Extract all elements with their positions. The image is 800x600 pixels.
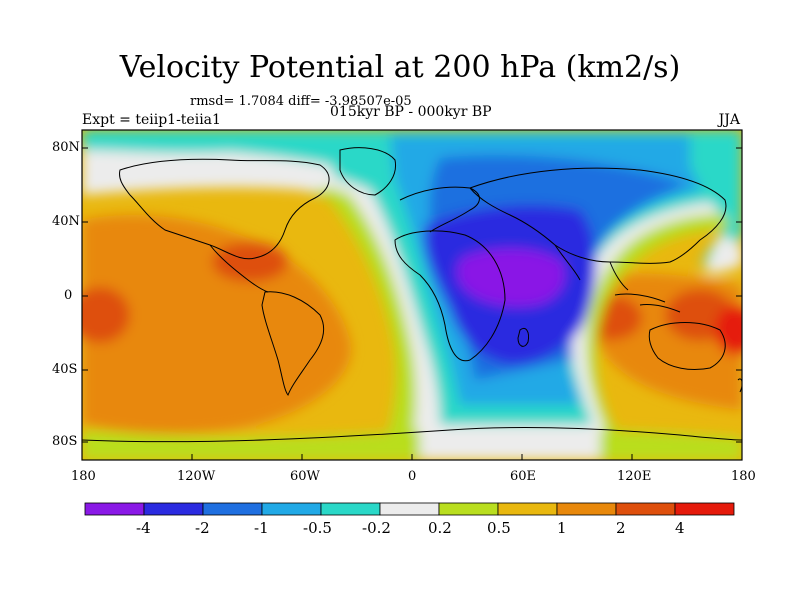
lon-tick-label: 0 [408,469,417,484]
lon-tick-label: 120W [177,469,216,484]
colorbar-swatch [84,502,145,516]
colorbar-swatch [497,502,558,516]
colorbar-swatch [615,502,676,516]
lat-tick-label: 40N [52,214,80,229]
lat-tick-label: 40S [52,362,78,377]
colorbar-swatch [379,502,440,516]
stats-line: rmsd= 1.7084 diff= -3.98507e-05 [190,94,412,109]
colorbar-swatch [202,502,263,516]
colorbar-swatch [143,502,204,516]
lon-tick-label: 60E [510,469,537,484]
colorbar-swatch [556,502,617,516]
colorbar-swatch [261,502,322,516]
colorbar-label: 2 [616,519,626,537]
lat-tick-label: 0 [64,288,73,303]
figure-title: Velocity Potential at 200 hPa (km2/s) [119,50,681,85]
lon-tick-label: 180 [731,469,756,484]
colorbar-label: -0.2 [362,519,391,537]
colorbar-label: -1 [254,519,269,537]
lon-tick-label: 120E [617,469,652,484]
colorbar-label: -2 [195,519,210,537]
colorbar-swatch [674,502,735,516]
lon-tick-label: 180 [71,469,96,484]
colorbar-swatch [320,502,381,516]
colorbar-label: 0.5 [487,519,511,537]
colorbar-label: 4 [675,519,685,537]
period-label: 015kyr BP - 000kyr BP [330,104,492,120]
experiment-label: Expt = teiip1-teiia1 [82,112,221,128]
colorbar-label: -0.5 [303,519,332,537]
axis-ticks [81,147,743,460]
lat-tick-label: 80S [52,434,78,449]
colorbar-label: 1 [557,519,567,537]
colorbar-swatch [438,502,499,516]
colorbar [84,502,735,516]
colorbar-label: -4 [136,519,151,537]
lon-tick-label: 60W [290,469,320,484]
coastlines [82,147,742,443]
colorbar-label: 0.2 [428,519,452,537]
contour-field [82,130,742,460]
season-label: JJA [718,112,740,128]
lat-tick-label: 80N [52,140,80,155]
